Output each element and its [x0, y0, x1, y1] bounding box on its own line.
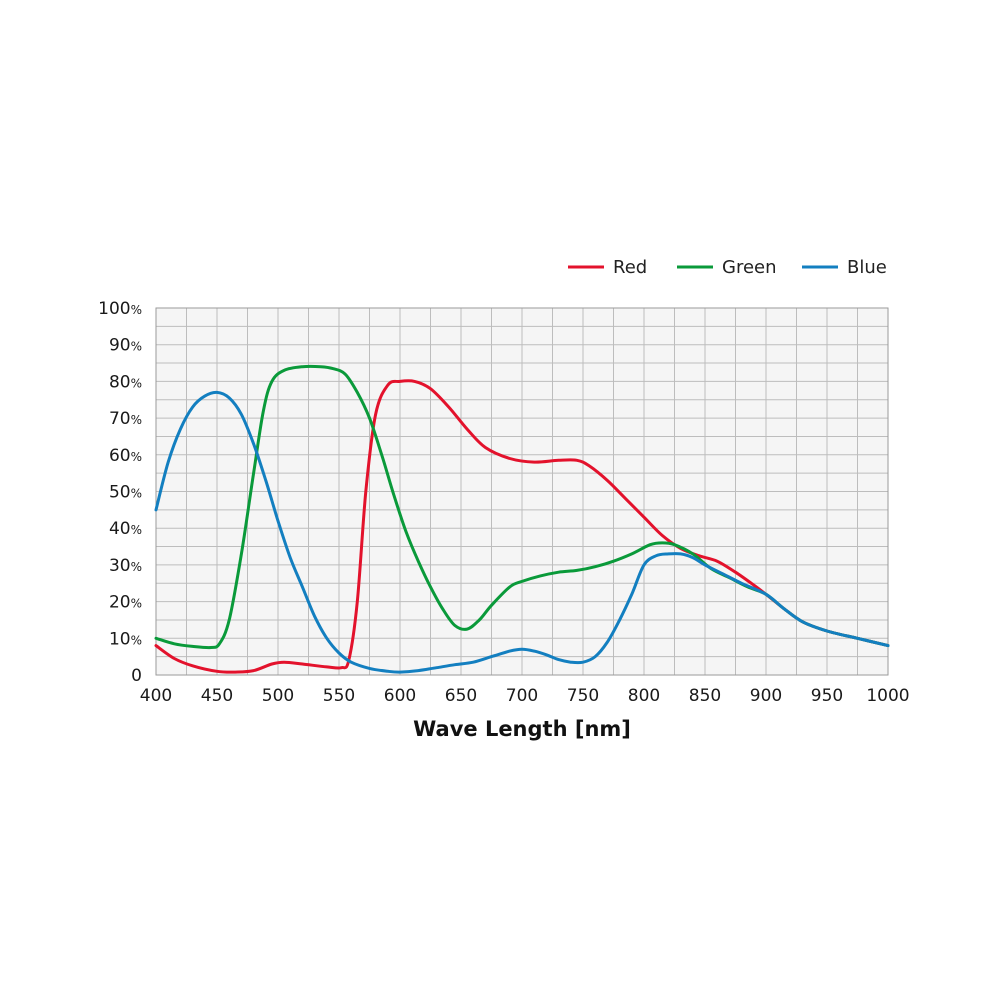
x-tick-label: 850	[689, 686, 721, 706]
y-tick-label: 70%	[109, 409, 142, 429]
x-tick-label: 800	[628, 686, 660, 706]
legend-item-green: Green	[677, 257, 777, 278]
x-axis-label: Wave Length [nm]	[413, 717, 631, 741]
legend-item-blue: Blue	[802, 257, 887, 278]
x-tick-label: 700	[506, 686, 538, 706]
x-tick-label: 750	[567, 686, 599, 706]
legend: Red Green Blue	[568, 257, 887, 278]
y-axis-ticks: 0 10% 20% 30% 40% 50% 60% 70% 80% 90% 100%	[98, 299, 142, 686]
x-axis-ticks: 400 450 500 550 600 650 700 750 800 850 900 950 1000	[140, 686, 910, 706]
x-tick-label: 600	[384, 686, 416, 706]
x-tick-label: 650	[445, 686, 477, 706]
y-tick-label: 20%	[109, 593, 142, 613]
x-tick-label: 900	[750, 686, 782, 706]
y-tick-label: 100%	[98, 299, 142, 319]
y-tick-label: 40%	[109, 519, 142, 539]
series-line-blue	[154, 390, 890, 674]
y-tick-label: 90%	[109, 336, 142, 356]
x-tick-label: 550	[323, 686, 355, 706]
y-tick-label: 10%	[109, 629, 142, 649]
x-tick-label: 450	[201, 686, 233, 706]
plot-border	[155, 307, 889, 676]
y-tick-label: 60%	[109, 446, 142, 466]
grid-lines	[155, 307, 889, 676]
x-tick-label: 1000	[866, 686, 909, 706]
legend-label: Green	[722, 257, 777, 278]
y-tick-label: 50%	[109, 483, 142, 503]
y-tick-label: 80%	[109, 372, 142, 392]
x-tick-label: 400	[140, 686, 172, 706]
x-tick-label: 500	[262, 686, 294, 706]
legend-label: Blue	[847, 257, 887, 278]
legend-item-red: Red	[568, 257, 647, 278]
x-tick-label: 950	[811, 686, 843, 706]
series-line-red	[154, 379, 890, 674]
y-tick-label: 0	[131, 666, 142, 686]
y-tick-label: 30%	[109, 556, 142, 576]
legend-label: Red	[613, 257, 647, 278]
series-lines	[154, 364, 890, 674]
